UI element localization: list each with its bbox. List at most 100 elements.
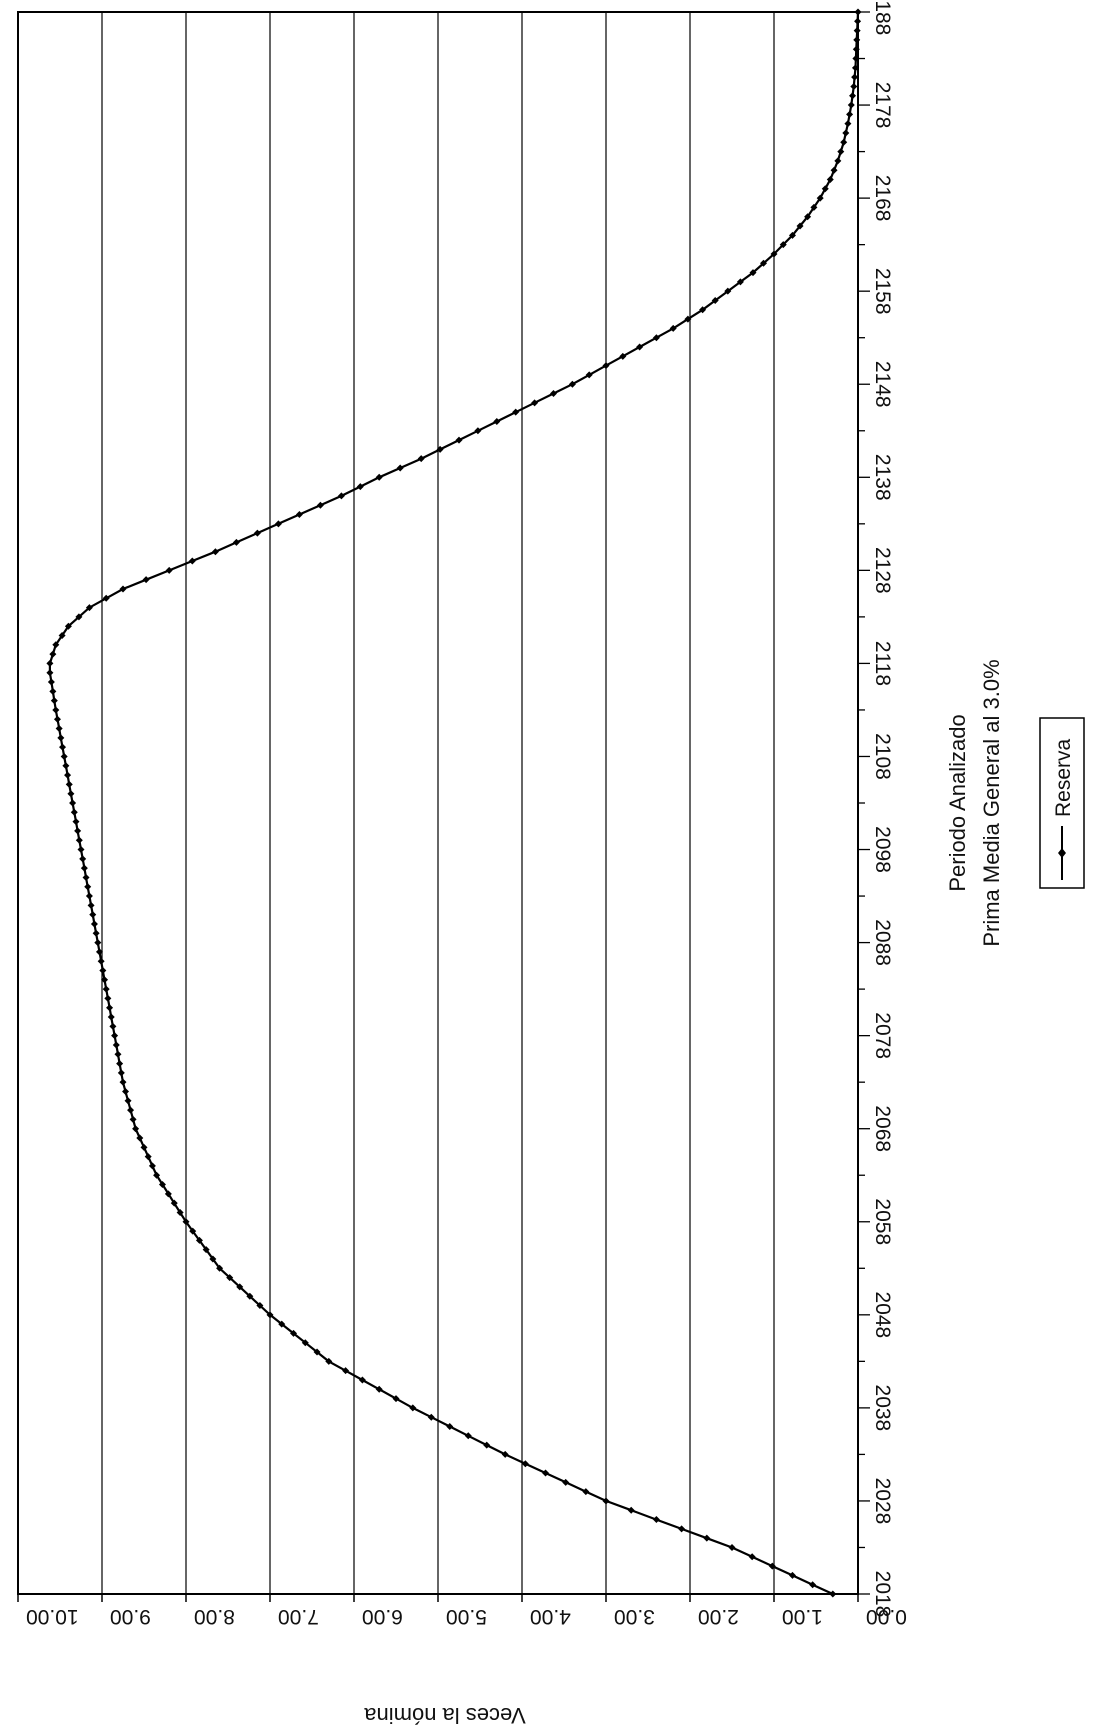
data-point-2134 <box>295 511 303 519</box>
data-point-2166 <box>804 213 812 221</box>
legend: Reserva <box>1039 717 1085 889</box>
data-point-2095 <box>82 873 90 881</box>
data-point-2072 <box>122 1087 130 1095</box>
data-point-2096 <box>80 864 88 872</box>
data-point-2089 <box>92 929 100 937</box>
data-point-2128 <box>165 566 173 574</box>
y-tick-label-group-6: 6.00 <box>362 1605 403 1628</box>
data-point-2038 <box>409 1404 417 1412</box>
data-point-2173 <box>837 148 845 156</box>
y-tick-label-group-5: 5.00 <box>446 1605 487 1628</box>
x-axis-title-line-1: Periodo Analizado <box>945 714 970 891</box>
data-point-2071 <box>124 1097 132 1105</box>
data-point-2079 <box>109 1022 117 1030</box>
data-point-2084 <box>101 976 109 984</box>
data-point-2067 <box>136 1134 144 1142</box>
data-point-2041 <box>358 1376 366 1384</box>
y-tick-label-group-10: 10.00 <box>26 1605 79 1628</box>
data-point-2085 <box>99 967 107 975</box>
data-point-2021 <box>768 1562 776 1570</box>
data-point-2088 <box>94 939 102 947</box>
data-point-2042 <box>342 1367 350 1375</box>
data-point-2181 <box>851 73 859 81</box>
x-tick-label-8: 2098 <box>871 826 894 873</box>
data-point-2157 <box>711 296 719 304</box>
data-point-2108 <box>60 752 68 760</box>
data-point-2046 <box>290 1329 298 1337</box>
data-point-2144 <box>493 417 501 425</box>
x-tick-label-16: 2178 <box>871 82 894 129</box>
data-point-2091 <box>89 911 97 919</box>
series-reserva <box>46 8 862 1598</box>
data-point-2178 <box>847 101 855 109</box>
y-tick-label-1: 1.00 <box>782 1605 823 1628</box>
data-point-2040 <box>375 1385 383 1393</box>
x-tick-label-1: 2028 <box>871 1478 894 1525</box>
data-point-2049 <box>256 1302 264 1310</box>
data-point-2102 <box>70 808 78 816</box>
data-point-2167 <box>810 203 818 211</box>
y-tick-label-group-1: 1.00 <box>782 1605 823 1628</box>
y-tick-label-group-7: 7.00 <box>278 1605 319 1628</box>
data-point-2025 <box>678 1525 686 1533</box>
data-point-2068 <box>132 1125 140 1133</box>
data-point-2070 <box>127 1106 135 1114</box>
y-tick-label-4: 4.00 <box>530 1605 571 1628</box>
data-point-2116 <box>47 678 55 686</box>
data-point-2124 <box>85 604 93 612</box>
data-point-2111 <box>55 725 63 733</box>
data-point-2150 <box>602 362 610 370</box>
data-point-2122 <box>64 622 72 630</box>
data-point-2158 <box>724 287 732 295</box>
data-point-2074 <box>117 1069 125 1077</box>
grid-lines <box>101 12 775 1594</box>
x-tick-label-group-7: 2088 <box>871 919 894 966</box>
x-tick-label-4: 2058 <box>871 1198 894 1245</box>
legend-label: Reserva <box>1052 738 1075 817</box>
data-point-2043 <box>325 1357 333 1365</box>
data-point-2105 <box>65 780 73 788</box>
data-point-2174 <box>840 138 848 146</box>
data-point-2145 <box>512 408 520 416</box>
data-point-2078 <box>111 1032 119 1040</box>
x-tick-label-5: 2068 <box>871 1105 894 1152</box>
data-point-2106 <box>64 771 72 779</box>
data-point-2112 <box>53 715 61 723</box>
y-tick-label-2: 2.00 <box>698 1605 739 1628</box>
x-tick-label-10: 2118 <box>871 641 894 686</box>
data-point-2179 <box>849 92 857 100</box>
data-point-2103 <box>69 799 77 807</box>
data-point-2126 <box>119 585 127 593</box>
data-point-2077 <box>112 1041 120 1049</box>
data-point-2171 <box>830 166 838 174</box>
y-tick-label-10: 10.00 <box>26 1605 79 1628</box>
data-point-2180 <box>850 82 858 90</box>
data-point-2125 <box>102 594 110 602</box>
data-point-2188 <box>854 8 862 16</box>
data-point-2172 <box>834 157 842 165</box>
x-tick-label-group-6: 2078 <box>871 1012 894 1059</box>
data-point-2148 <box>568 380 576 388</box>
data-point-2186 <box>853 27 861 35</box>
data-point-2115 <box>49 687 57 695</box>
data-point-2054 <box>209 1255 217 1263</box>
x-tick-label-3: 2048 <box>871 1291 894 1338</box>
y-tick-label-group-8: 8.00 <box>194 1605 235 1628</box>
x-axis-title-line-2: Prima Media General al 3.0% <box>979 659 1004 946</box>
data-point-2057 <box>189 1227 197 1235</box>
data-point-2064 <box>148 1162 156 1170</box>
data-point-2136 <box>337 492 345 500</box>
data-point-2099 <box>75 836 83 844</box>
data-point-2161 <box>760 259 767 267</box>
data-point-2062 <box>158 1181 166 1189</box>
data-point-2156 <box>699 306 707 314</box>
data-point-2026 <box>652 1516 660 1524</box>
data-point-2039 <box>392 1395 400 1403</box>
data-point-2036 <box>446 1422 454 1430</box>
x-tick-label-group-15: 2168 <box>871 175 894 222</box>
x-tick-label-12: 2138 <box>871 454 894 501</box>
data-point-2030 <box>562 1478 570 1486</box>
data-point-2154 <box>669 324 677 332</box>
data-point-2076 <box>114 1050 122 1058</box>
data-point-2080 <box>107 1013 115 1021</box>
